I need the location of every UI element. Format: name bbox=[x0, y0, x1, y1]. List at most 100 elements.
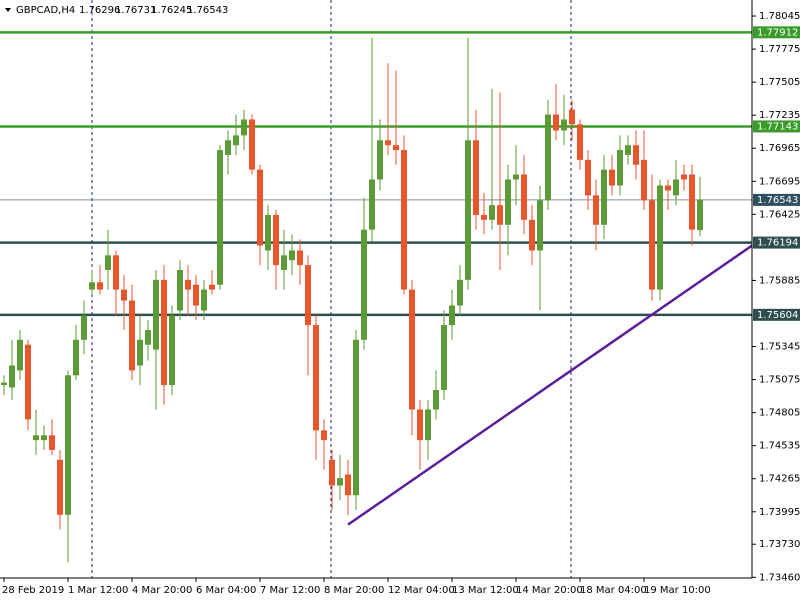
candle-body bbox=[649, 200, 655, 290]
candle-body bbox=[193, 284, 199, 306]
candle-body bbox=[513, 174, 519, 180]
candle-body bbox=[289, 250, 295, 261]
candle-body bbox=[1, 382, 7, 386]
x-tick-label: 28 Feb 2019 bbox=[2, 585, 64, 596]
candle-body bbox=[617, 150, 623, 186]
candle-body bbox=[537, 200, 543, 251]
y-tick-label: 1.75345 bbox=[759, 342, 800, 353]
candle-body bbox=[305, 265, 311, 326]
candle-body bbox=[9, 365, 15, 388]
y-tick-label: 1.73995 bbox=[759, 507, 800, 518]
candle-body bbox=[441, 325, 447, 390]
candle-body bbox=[585, 159, 591, 196]
candle-body bbox=[377, 140, 383, 180]
header-arrow bbox=[5, 8, 11, 12]
candle-body bbox=[337, 478, 343, 486]
y-tick-label: 1.77775 bbox=[759, 44, 800, 55]
header-close: 1.76543 bbox=[187, 5, 228, 16]
candle-body bbox=[201, 289, 207, 311]
candle-body bbox=[697, 199, 703, 231]
candle-body bbox=[297, 250, 303, 266]
header: GBPCAD,H4 1.76296 1.76731 1.76245 1.7654… bbox=[5, 5, 228, 16]
candle-body bbox=[249, 119, 255, 170]
level-label: 1.77912 bbox=[757, 27, 798, 38]
candle-body bbox=[465, 140, 471, 280]
candle-body bbox=[121, 289, 127, 301]
candle-body bbox=[569, 109, 575, 125]
candle-body bbox=[425, 409, 431, 441]
x-tick-label: 12 Mar 04:00 bbox=[388, 585, 455, 596]
candle-body bbox=[545, 114, 551, 201]
candle-body bbox=[633, 145, 639, 165]
candle-body bbox=[521, 174, 527, 220]
candle-body bbox=[145, 330, 151, 345]
candle-body bbox=[393, 145, 399, 151]
x-tick-label: 8 Mar 20:00 bbox=[324, 585, 384, 596]
candle-body bbox=[385, 140, 391, 146]
header-low: 1.76245 bbox=[151, 5, 192, 16]
candle-body bbox=[665, 185, 671, 191]
trendline bbox=[347, 244, 753, 526]
candle-body bbox=[209, 284, 215, 290]
y-tick-label: 1.74265 bbox=[759, 474, 800, 485]
candle-body bbox=[217, 150, 223, 285]
level-label: 1.76543 bbox=[757, 195, 798, 206]
candle-body bbox=[233, 135, 239, 146]
candle-body bbox=[281, 255, 287, 271]
candle-body bbox=[41, 435, 47, 441]
candle-body bbox=[681, 174, 687, 180]
candle-body bbox=[113, 255, 119, 290]
y-tick-label: 1.78045 bbox=[759, 11, 800, 22]
candle-body bbox=[329, 459, 335, 486]
y-tick-label: 1.77235 bbox=[759, 110, 800, 121]
candle-body bbox=[353, 339, 359, 496]
x-tick-label: 7 Mar 12:00 bbox=[260, 585, 320, 596]
x-tick-label: 4 Mar 20:00 bbox=[132, 585, 192, 596]
candle-body bbox=[497, 205, 503, 225]
candle-body bbox=[561, 119, 567, 131]
candle-body bbox=[161, 279, 167, 386]
level-label: 1.76194 bbox=[757, 238, 798, 249]
y-tick-label: 1.76965 bbox=[759, 143, 800, 154]
candle-body bbox=[449, 305, 455, 326]
candle-body bbox=[257, 169, 263, 246]
candle-body bbox=[529, 219, 535, 251]
y-tick-label: 1.73460 bbox=[759, 572, 800, 583]
candle-body bbox=[673, 179, 679, 196]
candle-body bbox=[97, 282, 103, 290]
candle-body bbox=[241, 119, 247, 136]
candle-body bbox=[369, 179, 375, 230]
level-label-box bbox=[753, 120, 800, 133]
candle-body bbox=[689, 174, 695, 230]
candle-body bbox=[577, 124, 583, 160]
candle-body bbox=[81, 315, 87, 340]
candle-body bbox=[601, 169, 607, 225]
candle-body bbox=[321, 430, 327, 441]
candle-body bbox=[609, 169, 615, 186]
candle-body bbox=[345, 474, 351, 496]
candle-body bbox=[409, 289, 415, 410]
candle-body bbox=[73, 339, 79, 376]
candle-body bbox=[417, 409, 423, 441]
candle-body bbox=[313, 325, 319, 431]
level-label-box bbox=[753, 236, 800, 249]
symbol: GBPCAD,H4 bbox=[16, 5, 75, 16]
y-tick-label: 1.75885 bbox=[759, 275, 800, 286]
candle-body bbox=[625, 145, 631, 155]
y-tick-label: 1.74805 bbox=[759, 408, 800, 419]
candle-body bbox=[457, 279, 463, 306]
candle-body bbox=[33, 435, 39, 441]
candle-body bbox=[169, 315, 175, 386]
candle-body bbox=[433, 389, 439, 410]
candle-body bbox=[65, 375, 71, 515]
candle-body bbox=[185, 279, 191, 290]
candle-body bbox=[105, 255, 111, 271]
y-tick-label: 1.76695 bbox=[759, 176, 800, 187]
y-tick-label: 1.77505 bbox=[759, 77, 800, 88]
level-label: 1.77143 bbox=[757, 121, 798, 132]
candle-body bbox=[273, 214, 279, 266]
candle-body bbox=[49, 435, 55, 450]
header-high: 1.76731 bbox=[115, 5, 156, 16]
